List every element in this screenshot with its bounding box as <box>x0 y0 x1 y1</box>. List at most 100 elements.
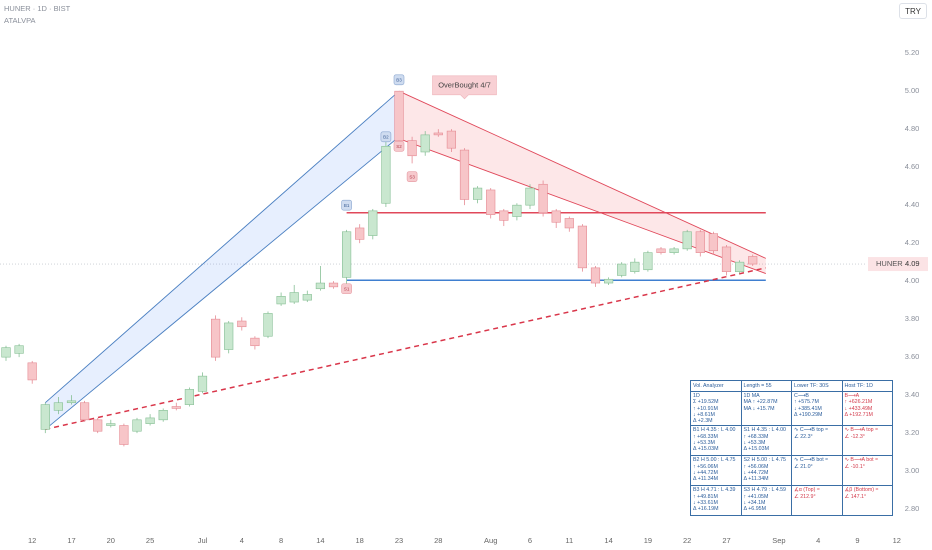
candle-body <box>407 140 417 157</box>
x-tick-label: Aug <box>484 536 497 545</box>
candle-body <box>721 246 732 272</box>
candle-body <box>433 132 443 136</box>
y-tick-label: 2.80 <box>905 504 920 513</box>
table-cell: ∿ C⟶B top ≈ ∠ 22.3° <box>791 425 843 457</box>
channel-edge <box>398 90 766 259</box>
candle-body <box>53 402 63 411</box>
cell-line: ∡β (Bottom) ≈ <box>844 487 879 494</box>
cell-line: B1 H 4.35 : L 4.00 <box>693 427 736 434</box>
chip-label: B3 <box>396 77 402 82</box>
candle-body <box>276 296 286 305</box>
candle-body <box>551 210 561 223</box>
cell-line: B⟶A <box>844 393 860 399</box>
y-tick-label: 5.00 <box>905 86 920 95</box>
table-cell: ∿ B⟶A top ≈ ∠ -12.3° <box>841 425 893 457</box>
cell-line: ↓ +44.72M <box>693 470 718 477</box>
x-tick-label: 8 <box>279 536 283 545</box>
candle-body <box>119 425 129 445</box>
y-tick-label: 4.60 <box>905 162 920 171</box>
candle-body <box>93 419 103 432</box>
table-cell: ∿ C⟶B bot ≈ ∠ 21.0° <box>791 455 843 487</box>
header-cell: Length = 55 <box>740 380 792 392</box>
x-tick-label: 4 <box>816 536 820 545</box>
cell-line: S3 H 4.79 : L 4.59 <box>743 487 787 494</box>
chip-label: B2 <box>383 134 389 139</box>
currency-button[interactable]: TRY <box>899 3 927 19</box>
cell-line: ∿ C⟶B bot ≈ <box>794 457 829 464</box>
cell-line: ↓ +385.41M <box>794 405 822 412</box>
candle-body <box>669 248 679 253</box>
cell-line: ↓ +34.1M <box>743 500 766 507</box>
table-row: B2 H 5.00 : L 4.75 ↑ +56.06M ↓ +44.72M Δ +1… <box>690 455 893 487</box>
x-tick-label: 14 <box>316 536 324 545</box>
candle-body <box>368 210 378 236</box>
candle-body <box>734 261 745 272</box>
candle-body <box>590 267 601 284</box>
cell-line: ∠ -10.1° <box>844 463 865 470</box>
cell-line: ∠ 22.3° <box>794 433 813 440</box>
table-cell: ∡β (Bottom) ≈ ∠ 147.1° <box>841 485 893 517</box>
candle-body <box>66 400 77 404</box>
chip-label: S1 <box>344 286 350 291</box>
candle-body <box>145 417 155 424</box>
cell-line: Δ +192.71M <box>844 411 873 418</box>
cell-line: ↑ +68.33M <box>693 433 718 440</box>
x-tick-label: 17 <box>67 536 75 545</box>
chip <box>380 131 392 143</box>
cell-line: ↑ +41.05M <box>743 493 769 500</box>
x-tick-label: Jul <box>198 536 208 545</box>
x-tick-label: 6 <box>528 536 532 545</box>
candle-body <box>577 225 587 269</box>
candle-body <box>14 345 24 354</box>
candle-body <box>748 256 758 265</box>
cell-line: B2 H 5.00 : L 4.75 <box>693 457 736 464</box>
candle-body <box>446 130 457 149</box>
y-tick-label: 3.20 <box>905 428 920 437</box>
candle-body <box>656 248 666 253</box>
cell-line: B3 H 4.71 : L 4.39 <box>693 487 736 494</box>
cell-line: 1D <box>693 393 700 399</box>
y-tick-label: 5.20 <box>905 48 920 57</box>
chart-title: HUNER · 1D · BIST <box>4 4 71 13</box>
candle-body <box>27 362 37 381</box>
cell-line: ↓ +33.61M <box>693 500 718 507</box>
candle-body <box>695 231 705 253</box>
chip-label: S2 <box>396 144 402 149</box>
candle-body <box>538 183 548 214</box>
cell-line: ↑ +626.21M <box>844 399 873 406</box>
y-tick-label: 3.80 <box>905 314 920 323</box>
chip <box>393 140 405 152</box>
y-tick-label: 4.20 <box>905 238 920 247</box>
candle-body <box>708 233 718 252</box>
candle-body <box>40 404 50 430</box>
candle-body <box>289 292 299 303</box>
x-tick-label: 23 <box>395 536 403 545</box>
candle-body <box>472 187 483 200</box>
cell-line: Δ +6.95M <box>743 506 767 513</box>
cell-line: ∡α (Top) ≈ <box>794 487 820 494</box>
cell-line: Δ +15.03M <box>743 446 769 453</box>
table-cell: C⟶B ↑ +575.7M ↓ +385.41M Δ +190.29M <box>791 390 843 427</box>
x-tick-label: 27 <box>722 536 730 545</box>
y-tick-label: 4.40 <box>905 200 920 209</box>
cell-line: ∿ C⟶B top ≈ <box>794 427 829 434</box>
cell-line: MA ↓ +15.7M <box>743 405 775 412</box>
cell-line: ↑ +49.81M <box>693 493 718 500</box>
cell-line: ↓ +433.49M <box>844 405 873 412</box>
table-cell: B1 H 4.35 : L 4.00 ↑ +68.33M ↓ +53.3M Δ +15… <box>690 425 742 457</box>
cell-line: ∿ B⟶A top ≈ <box>844 427 879 434</box>
cell-line: ∠ 212.9° <box>794 493 816 500</box>
cell-line: ↑ +56.06M <box>693 463 718 470</box>
candle-body <box>171 406 181 409</box>
cell-line: S2 H 5.00 : L 4.75 <box>743 457 787 464</box>
channel-edge <box>45 90 400 404</box>
cell-line: Δ +2.3M <box>693 418 713 425</box>
chip <box>393 74 405 86</box>
y-tick-label: 3.00 <box>905 466 920 475</box>
channel-fill <box>399 91 766 274</box>
candle-body <box>302 294 312 301</box>
table-row: B1 H 4.35 : L 4.00 ↑ +68.33M ↓ +53.3M Δ +15… <box>690 425 893 457</box>
cell-line: ↓ +44.72M <box>743 470 769 477</box>
x-tick-label: 9 <box>855 536 859 545</box>
